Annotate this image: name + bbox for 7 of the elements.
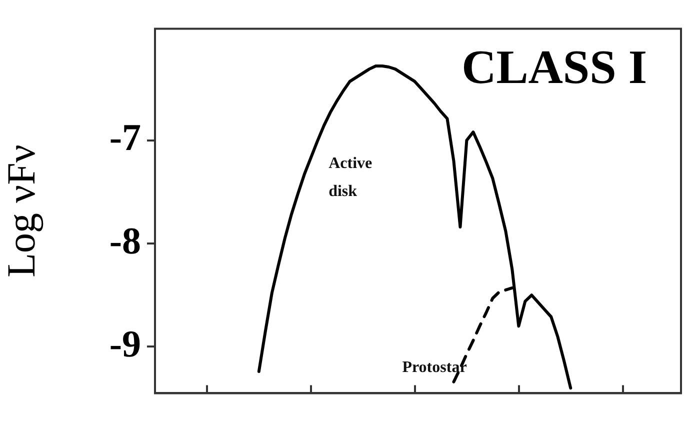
chart-title: CLASS I — [462, 41, 647, 94]
y-tick-label: -8 — [109, 220, 141, 262]
annotation: Active disk — [328, 154, 372, 200]
annotation: Protostar — [402, 358, 467, 376]
y-tick-label: -9 — [109, 324, 141, 366]
y-axis-title: Log νFν — [0, 144, 44, 278]
y-tick-label: -7 — [109, 117, 141, 160]
